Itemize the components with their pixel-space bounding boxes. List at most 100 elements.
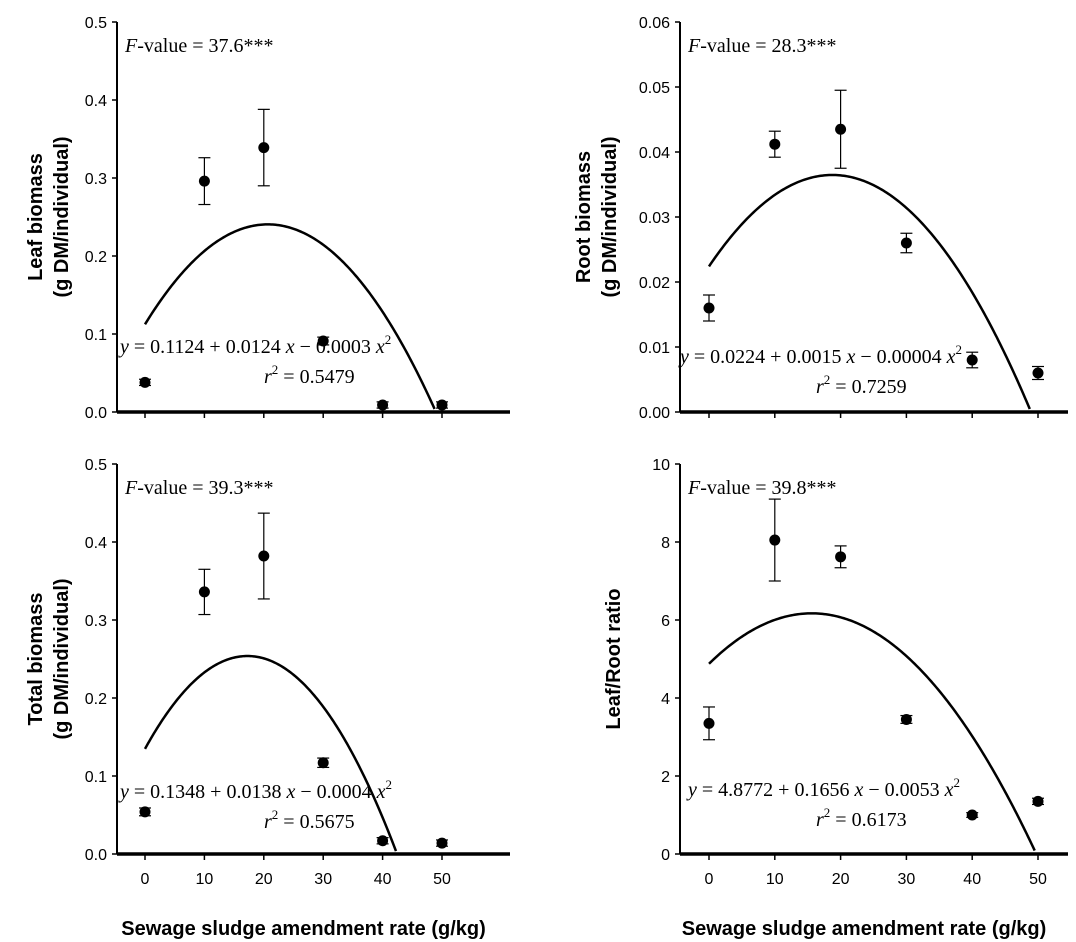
x-tick-label: 20 [255, 871, 273, 888]
eq-x: x [946, 346, 956, 368]
eq-x: x [375, 336, 385, 358]
eq-y: y [686, 779, 697, 801]
data-point [703, 717, 715, 729]
x-tick-label: 50 [1029, 871, 1047, 888]
panel-2: 0.00 0.01 0.02 0.03 0.04 0.05 0.06 F-value = 28… [573, 15, 1068, 422]
f-value-label: F-value = 39.3*** [124, 477, 273, 499]
fit-curve [708, 612, 1036, 852]
y-axis-label-line2: (g DM/individual) [51, 578, 73, 739]
data-point [198, 175, 210, 187]
f-symbol: F [687, 477, 701, 499]
data-point [703, 302, 715, 314]
eq-x: x [853, 779, 863, 801]
y-tick-label: 0.2 [85, 691, 107, 708]
data-point [900, 237, 912, 249]
y-tick-label: 0.4 [85, 93, 107, 110]
eq-x: x [376, 781, 386, 803]
eq-exponent: 2 [386, 777, 393, 792]
panel-4: 0 2 4 6 8 10 0 10 20 30 40 50 F-value = 39.8*** y = 4… [603, 457, 1068, 940]
y-tick-label: 6 [661, 613, 670, 630]
y-tick-label: 4 [661, 691, 670, 708]
y-tick-label: 0.3 [85, 613, 107, 630]
r-symbol: r [816, 376, 824, 398]
data-point [966, 354, 978, 366]
y-tick-label: 0 [661, 847, 670, 864]
y-tick-label: 0.1 [85, 769, 107, 786]
r-symbol: r [264, 366, 272, 388]
y-axis-label-line1: Leaf biomass [25, 153, 47, 281]
data-point [769, 138, 781, 150]
x-tick-label: 50 [433, 871, 451, 888]
y-tick-label: 8 [661, 535, 670, 552]
f-value-label: F-value = 39.8*** [687, 477, 836, 499]
x-tick-label: 40 [374, 871, 392, 888]
y-axis-label: Leaf biomass (g DM/individual) [25, 136, 73, 297]
data-point [258, 550, 270, 562]
eq-part-2: − 0.0004 [295, 781, 376, 803]
eq-part-2: − 0.0003 [295, 336, 376, 358]
y-axis-label: Total biomass (g DM/individual) [25, 578, 73, 739]
fit-curve [143, 223, 436, 410]
f-value-text: -value = 39.3*** [137, 477, 273, 499]
y-tick-label: 0.04 [639, 145, 670, 162]
y-axis-label: Leaf/Root ratio [603, 588, 625, 729]
eq-part-2: − 0.00004 [855, 346, 946, 368]
y-axis-label-line1: Leaf/Root ratio [603, 588, 625, 729]
y-axis-label-line1: Root biomass [573, 151, 595, 283]
x-axis-label: Sewage sludge amendment rate (g/kg) [121, 918, 486, 940]
eq-exponent: 2 [956, 342, 963, 357]
y-tick-label: 0.4 [85, 535, 107, 552]
eq-x: x [944, 779, 954, 801]
x-tick-label: 20 [832, 871, 850, 888]
eq-y: y [118, 781, 129, 803]
r-squared: r2 = 0.6173 [816, 805, 907, 831]
regression-equation: y = 0.1348 + 0.0138 x − 0.0004 x2 [118, 777, 392, 803]
r-exponent: 2 [272, 362, 279, 377]
eq-y: y [118, 336, 129, 358]
data-point [769, 534, 781, 546]
data-point [436, 837, 448, 849]
data-point [1032, 367, 1044, 379]
data-point [139, 806, 151, 818]
fit-curve [707, 173, 1031, 410]
x-tick-label: 10 [196, 871, 214, 888]
eq-part-1: = 0.1348 + 0.0138 [129, 781, 287, 803]
y-tick-label: 2 [661, 769, 670, 786]
regression-equation: y = 4.8772 + 0.1656 x − 0.0053 x2 [686, 775, 960, 801]
r-symbol: r [816, 809, 824, 831]
data-point [198, 586, 210, 598]
y-axis-label-line2: (g DM/individual) [51, 136, 73, 297]
r-value: = 0.7259 [830, 376, 906, 398]
eq-y: y [678, 346, 689, 368]
x-tick-label: 30 [898, 871, 916, 888]
r-exponent: 2 [272, 807, 279, 822]
data-point [436, 399, 448, 411]
f-value-text: -value = 28.3*** [700, 35, 836, 57]
r-value: = 0.5675 [278, 811, 354, 833]
x-axis-label: Sewage sludge amendment rate (g/kg) [682, 918, 1047, 940]
regression-equation: y = 0.1124 + 0.0124 x − 0.0003 x2 [118, 332, 391, 358]
eq-part-1: = 0.0224 + 0.0015 [689, 346, 847, 368]
x-tick-label: 30 [314, 871, 332, 888]
y-tick-label: 0.3 [85, 171, 107, 188]
f-value-label: F-value = 37.6*** [124, 35, 273, 57]
x-tick-label: 10 [766, 871, 784, 888]
r-exponent: 2 [824, 372, 831, 387]
y-tick-label: 0.03 [639, 210, 670, 227]
r-squared: r2 = 0.5675 [264, 807, 355, 833]
eq-x: x [845, 346, 855, 368]
data-point [966, 809, 978, 821]
data-point [258, 142, 270, 154]
data-point [139, 376, 151, 388]
x-tick-label: 0 [141, 871, 150, 888]
data-point [377, 835, 389, 847]
f-value-label: F-value = 28.3*** [687, 35, 836, 57]
y-tick-label: 10 [652, 457, 670, 474]
fit-curve [143, 654, 398, 852]
data-point [317, 335, 329, 347]
data-point [1032, 795, 1044, 807]
eq-exponent: 2 [954, 775, 961, 790]
x-tick-label: 0 [705, 871, 714, 888]
r-value: = 0.6173 [830, 809, 906, 831]
y-tick-label: 0.5 [85, 457, 107, 474]
